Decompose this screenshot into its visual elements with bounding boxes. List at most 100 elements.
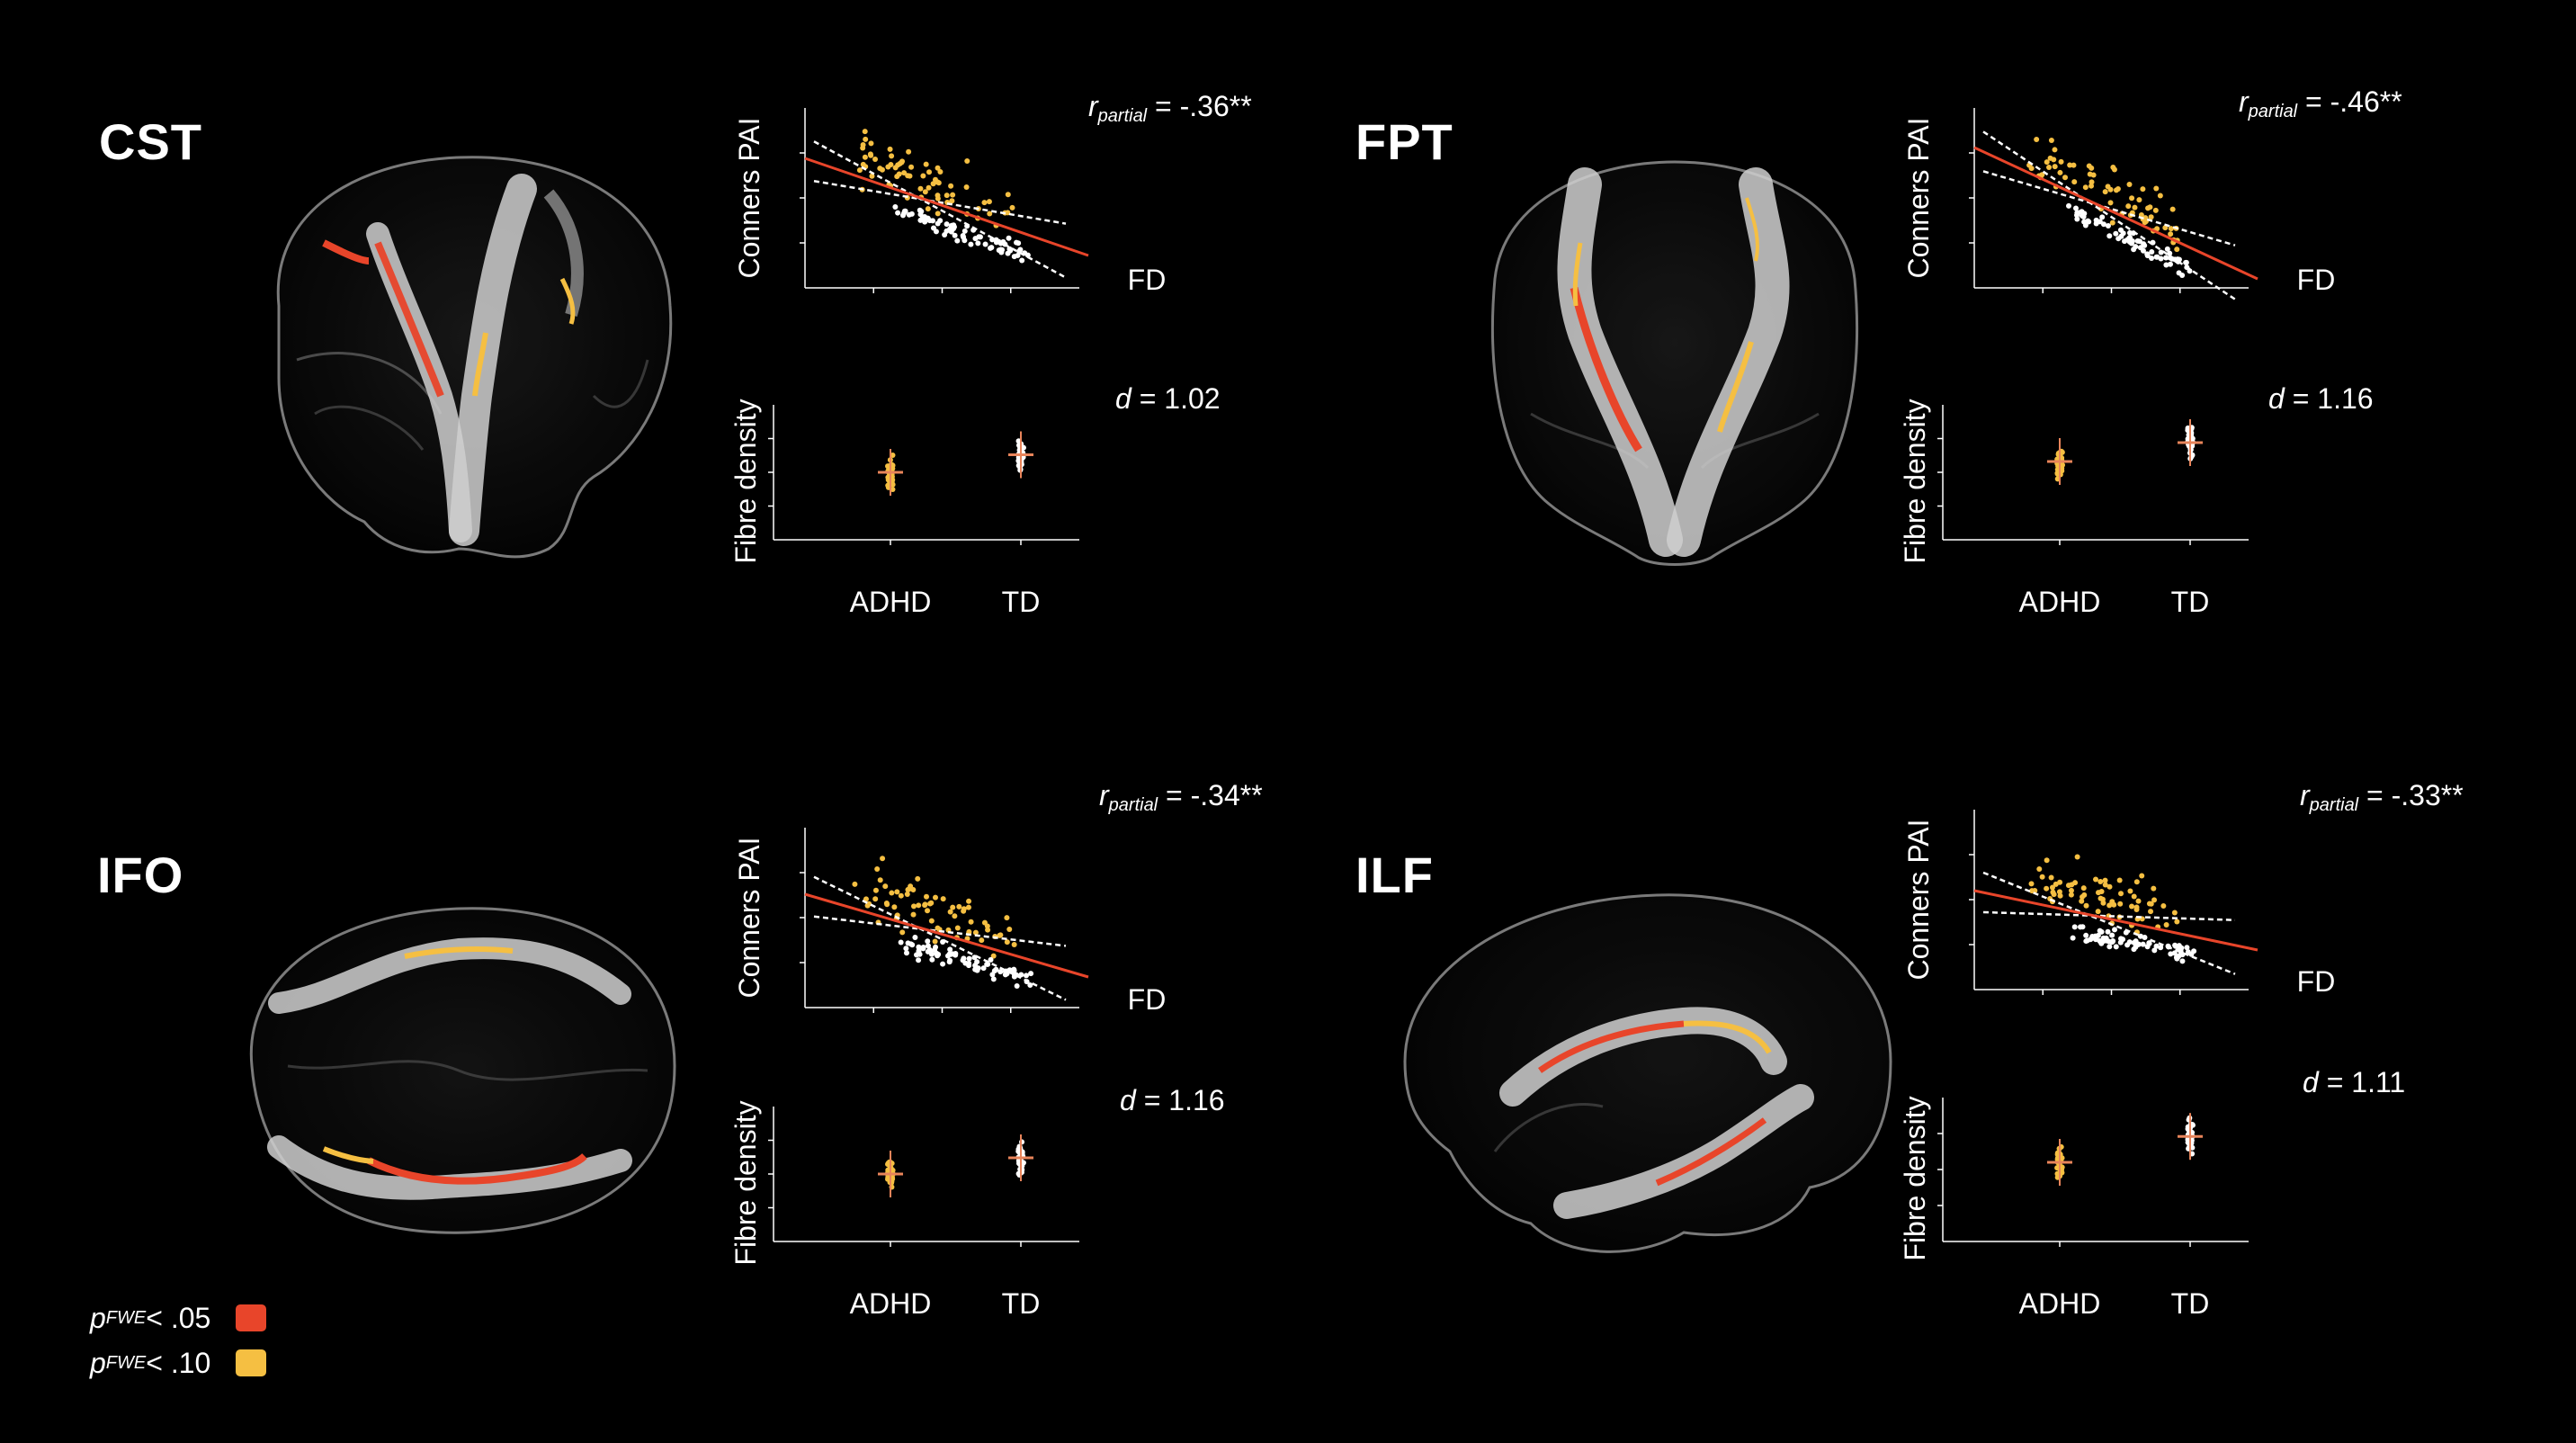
y-axis-label: Fibre density	[729, 399, 762, 563]
panel-title: FPT	[1355, 113, 1453, 170]
scatter-point-adhd	[2148, 214, 2154, 220]
scatter-point-adhd	[2083, 902, 2089, 909]
ci-line-upper	[1982, 871, 2236, 975]
scatter-point-adhd	[2154, 226, 2160, 232]
scatter-point-adhd	[935, 165, 941, 171]
scatter-point-td	[2126, 229, 2133, 236]
scatter-point-td	[2109, 939, 2115, 946]
group-point-td	[1020, 444, 1026, 451]
scatter-point-adhd	[924, 893, 930, 900]
scatter-point-adhd	[2133, 879, 2140, 885]
y-axis-label: Conners PAI	[1902, 819, 1935, 980]
scatter-point-adhd	[904, 892, 910, 898]
scatter-point-td	[925, 938, 931, 945]
scatter-point-td	[2164, 246, 2170, 252]
scatter-point-adhd	[2057, 892, 2063, 899]
scatter-point-adhd	[2093, 876, 2099, 883]
scatter-point-adhd	[968, 919, 974, 925]
scatter-point-td	[2158, 945, 2164, 951]
scatter-point-td	[898, 939, 904, 946]
scatter-point-adhd	[908, 883, 914, 890]
scatter-point-adhd	[2068, 892, 2074, 898]
scatter-point-adhd	[2057, 879, 2063, 885]
brain-render-ilf	[1403, 893, 1892, 1253]
scatter-point-adhd	[2089, 179, 2095, 185]
scatter-point-adhd	[2067, 162, 2073, 168]
scatter-point-adhd	[2048, 138, 2054, 144]
cohen-d-label: d = 1.11	[2303, 1066, 2406, 1098]
category-label: TD	[2171, 586, 2210, 618]
scatter-point-adhd	[987, 211, 993, 217]
legend-swatch-red	[236, 1304, 267, 1331]
scatter-point-adhd	[950, 904, 956, 910]
scatter-point-td	[947, 957, 953, 963]
scatter-point-td	[2128, 240, 2134, 246]
scatter-point-adhd	[2152, 207, 2159, 213]
scatter-point-adhd	[920, 173, 926, 179]
scatter-point-td	[2072, 205, 2079, 211]
scatter-point-adhd	[981, 919, 988, 926]
scatter-point-adhd	[2049, 884, 2055, 891]
tract-lower	[267, 1135, 632, 1200]
scatter-point-adhd	[856, 167, 863, 174]
scatter-point-td	[2097, 219, 2103, 225]
scatter-point-adhd	[2127, 888, 2133, 894]
scatter-point-adhd	[2058, 158, 2064, 165]
scatter-point-adhd	[2163, 921, 2169, 928]
scatter-point-adhd	[888, 162, 894, 168]
scatter-plot-ifo: Conners PAI FD	[733, 828, 1167, 1016]
scatter-point-td	[942, 232, 948, 238]
scatter-point-td	[892, 204, 899, 211]
x-axis-label: FD	[1128, 983, 1167, 1016]
scatter-point-adhd	[879, 166, 885, 173]
scatter-point-td	[929, 218, 935, 224]
scatter-point-adhd	[944, 193, 950, 199]
scatter-point-td	[1011, 973, 1017, 980]
scatter-point-td	[2106, 233, 2113, 239]
y-axis-label: Conners PAI	[1902, 117, 1935, 278]
scatter-point-td	[920, 944, 926, 950]
regression-line	[1973, 889, 2258, 952]
scatter-point-td	[908, 941, 914, 947]
brain-render-cst	[276, 156, 673, 559]
scatter-point-adhd	[2125, 203, 2132, 210]
scatter-point-adhd	[954, 925, 961, 931]
scatter-point-td	[1019, 257, 1025, 264]
scatter-point-td	[2140, 247, 2146, 254]
scatter-point-td	[912, 934, 918, 940]
scatter-point-adhd	[935, 180, 942, 186]
scatter-point-adhd	[986, 199, 992, 205]
scatter-point-td	[2095, 932, 2101, 938]
scatter-point-adhd	[868, 152, 874, 158]
scatter-point-adhd	[872, 896, 879, 902]
category-label: TD	[2171, 1287, 2210, 1320]
scatter-point-td	[2158, 249, 2164, 255]
scatter-point-td	[2113, 944, 2119, 950]
scatter-point-adhd	[899, 158, 906, 165]
scatter-point-td	[916, 957, 922, 963]
scatter-point-td	[990, 976, 997, 982]
panel-cst: CST Conners PAI FD rpartial = -.36** Fibr…	[0, 0, 1288, 720]
scatter-point-adhd	[935, 925, 941, 931]
scatter-point-td	[2149, 248, 2155, 255]
scatter-point-adhd	[1004, 915, 1010, 921]
scatter-point-adhd	[2133, 907, 2140, 913]
scatter-point-td	[1014, 983, 1020, 990]
scatter-point-td	[2191, 948, 2197, 955]
scatter-point-adhd	[2082, 184, 2089, 191]
ci-line-lower	[813, 915, 1067, 947]
scatter-point-td	[2115, 236, 2122, 242]
scatter-point-adhd	[2107, 200, 2114, 206]
scatter-point-adhd	[852, 881, 858, 887]
group-plot-ilf: Fibre density ADHD TD	[1899, 1096, 2249, 1320]
scatter-point-td	[962, 228, 968, 234]
cohen-d-label: d = 1.16	[1120, 1084, 1225, 1116]
brain-outline	[1491, 160, 1858, 566]
y-axis-label: Fibre density	[729, 1100, 762, 1265]
scatter-point-td	[900, 212, 907, 219]
scatter-point-adhd	[2102, 882, 2108, 888]
scatter-point-td	[2140, 941, 2146, 947]
cohen-d-label: d = 1.16	[2268, 382, 2374, 415]
group-plot-ifo: Fibre density ADHD TD	[729, 1100, 1079, 1320]
